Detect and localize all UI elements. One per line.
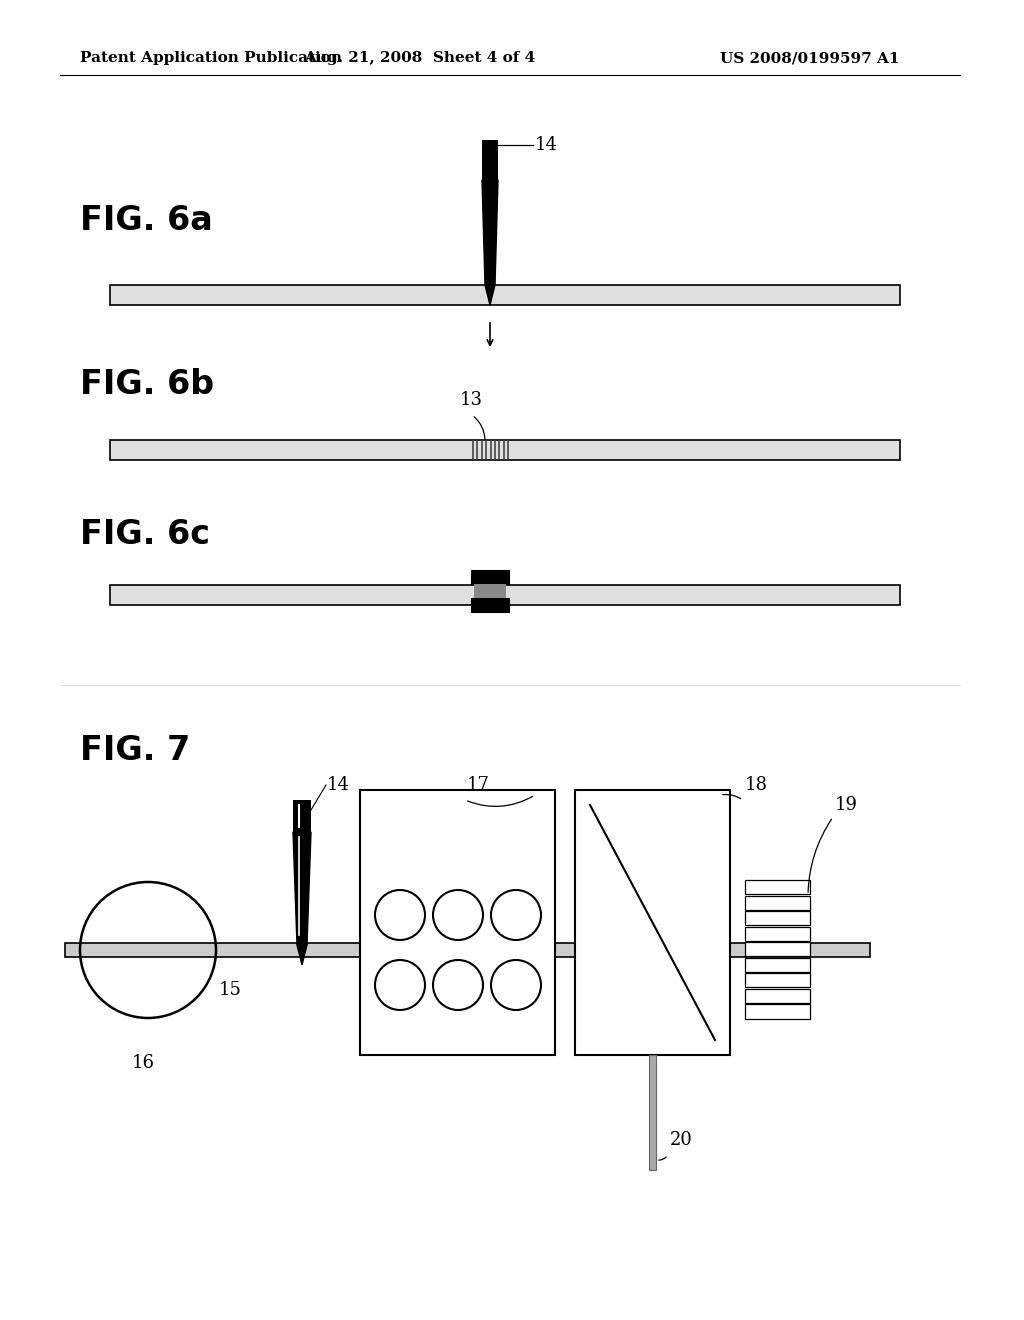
Polygon shape bbox=[293, 832, 311, 945]
Text: FIG. 6a: FIG. 6a bbox=[80, 203, 213, 236]
Bar bbox=[745, 911, 810, 925]
Text: Patent Application Publication: Patent Application Publication bbox=[80, 51, 342, 65]
Bar bbox=[745, 989, 810, 1003]
Text: Aug. 21, 2008  Sheet 4 of 4: Aug. 21, 2008 Sheet 4 of 4 bbox=[304, 51, 536, 65]
Text: 14: 14 bbox=[327, 776, 350, 795]
Bar bbox=[110, 285, 900, 305]
Text: 16: 16 bbox=[131, 1053, 155, 1072]
Bar bbox=[474, 583, 506, 598]
Polygon shape bbox=[482, 180, 498, 285]
Bar bbox=[745, 927, 810, 941]
Bar bbox=[65, 942, 870, 957]
Text: 19: 19 bbox=[835, 796, 858, 814]
Bar bbox=[360, 789, 555, 1055]
Text: US 2008/0199597 A1: US 2008/0199597 A1 bbox=[720, 51, 899, 65]
Bar bbox=[745, 880, 810, 894]
Text: 20: 20 bbox=[670, 1131, 693, 1148]
Text: 13: 13 bbox=[460, 391, 483, 409]
Bar bbox=[649, 1055, 656, 1170]
Polygon shape bbox=[297, 945, 307, 965]
Text: 18: 18 bbox=[745, 776, 768, 795]
Bar bbox=[110, 585, 900, 605]
Bar bbox=[471, 598, 509, 612]
Bar bbox=[575, 789, 730, 1055]
Text: 17: 17 bbox=[467, 776, 489, 795]
Text: 15: 15 bbox=[218, 981, 242, 999]
Text: FIG. 6c: FIG. 6c bbox=[80, 519, 210, 552]
Bar bbox=[293, 800, 311, 832]
Text: FIG. 6b: FIG. 6b bbox=[80, 368, 214, 401]
Text: FIG. 7: FIG. 7 bbox=[80, 734, 190, 767]
Bar bbox=[745, 895, 810, 909]
Bar bbox=[471, 570, 509, 583]
Bar bbox=[745, 1005, 810, 1019]
Text: 14: 14 bbox=[535, 136, 558, 154]
Bar bbox=[745, 973, 810, 987]
Bar bbox=[745, 942, 810, 956]
Bar bbox=[110, 440, 900, 459]
Bar bbox=[745, 958, 810, 972]
Polygon shape bbox=[485, 285, 495, 305]
Bar bbox=[482, 140, 498, 180]
